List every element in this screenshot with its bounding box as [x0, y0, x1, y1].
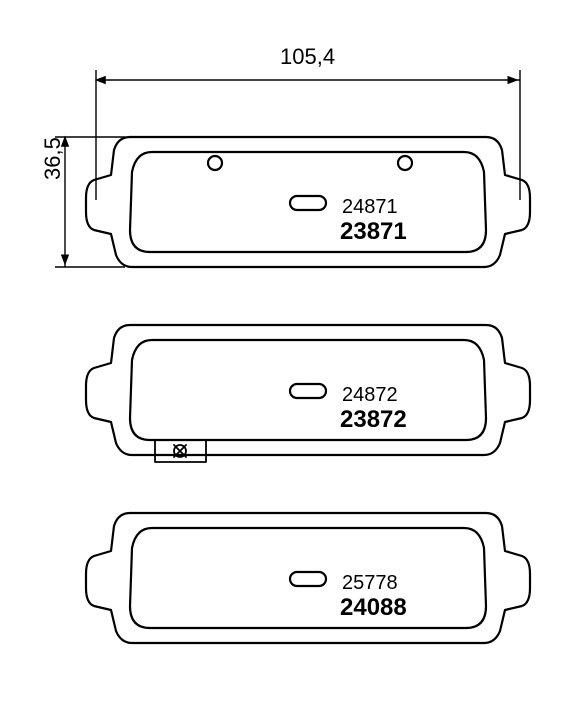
pad3-small-code: 25778: [342, 572, 398, 595]
dimension-width-label: 105,4: [280, 44, 335, 70]
brake-pad-1: [86, 137, 530, 267]
pad3-bold-code: 24088: [340, 594, 407, 622]
brake-pad-diagram: 105,4 36,5 24871 23871 24872 23872 25778…: [0, 0, 571, 720]
pad1-bold-code: 23871: [340, 218, 407, 246]
brake-pad-2: [86, 325, 530, 462]
pad2-bold-code: 23872: [340, 406, 407, 434]
pad2-small-code: 24872: [342, 384, 398, 407]
diagram-svg: [0, 0, 571, 720]
dimension-height-label: 36,5: [40, 137, 66, 180]
dimension-width: [96, 70, 520, 200]
pad1-small-code: 24871: [342, 196, 398, 219]
brake-pad-3: [86, 513, 530, 643]
